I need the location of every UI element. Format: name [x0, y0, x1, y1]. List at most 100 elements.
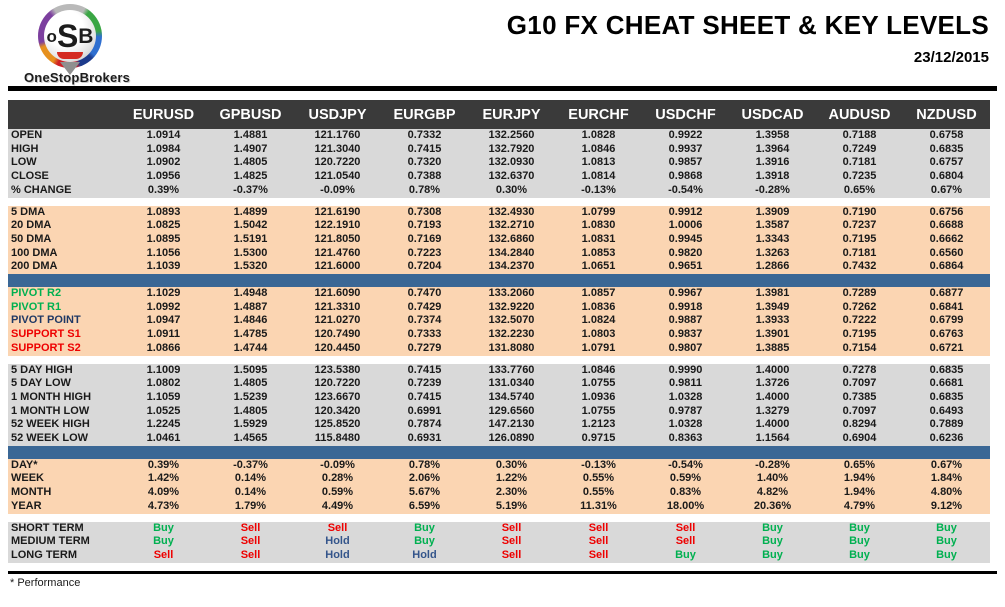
value-cell: 0.30%	[468, 458, 555, 473]
value-cell: 120.7220	[294, 156, 381, 171]
value-cell: 0.6931	[381, 432, 468, 446]
table-row-1-month-high: 1 MONTH HIGH 1.1059 1.5239 123.6670 0.7415 13…	[8, 390, 990, 405]
column-header-row: EURUSD GPBUSD USDJPY EURGBP EURJPY EURCHF USDC…	[8, 100, 990, 129]
signal-cell: Sell	[207, 548, 294, 563]
table-row-5-dma: 5 DMA 1.0893 1.4899 121.6190 0.7308 132.4930 1…	[8, 205, 990, 220]
signal-cell: Buy	[903, 521, 990, 536]
value-cell: 121.4760	[294, 246, 381, 261]
value-cell: 20.36%	[729, 499, 816, 514]
row-label: DAY*	[8, 458, 120, 473]
value-cell: 0.6763	[903, 328, 990, 342]
value-cell: 122.1910	[294, 219, 381, 233]
value-cell: 0.6688	[903, 219, 990, 233]
value-cell: 0.6236	[903, 432, 990, 446]
value-cell: 1.4000	[729, 390, 816, 405]
value-cell: 1.0857	[555, 287, 642, 301]
signal-cell: Sell	[468, 535, 555, 549]
table-row-high: HIGH 1.0984 1.4907 121.3040 0.7415 132.7920 1.…	[8, 142, 990, 157]
row-label: 52 WEEK HIGH	[8, 418, 120, 433]
signal-cell: Buy	[903, 548, 990, 563]
value-cell: 1.4805	[207, 156, 294, 171]
value-cell: 1.0828	[555, 129, 642, 143]
value-cell: 5.67%	[381, 486, 468, 500]
value-cell: 0.9887	[642, 314, 729, 329]
value-cell: 1.3981	[729, 287, 816, 301]
table-row-52-week-low: 52 WEEK LOW 1.0461 1.4565 115.8480 0.6931 126…	[8, 432, 990, 446]
value-cell: 0.7289	[816, 287, 903, 301]
value-cell: 133.7760	[468, 363, 555, 378]
value-cell: 1.3726	[729, 377, 816, 391]
value-cell: 1.3949	[729, 300, 816, 315]
report-date: 23/12/2015	[913, 49, 989, 66]
column-header-gpbusd: GPBUSD	[207, 100, 294, 129]
value-cell: 1.0831	[555, 232, 642, 247]
table-row-week: WEEK 1.42% 0.14% 0.28% 2.06% 1.22% 0.55% 0.59% 1…	[8, 472, 990, 487]
separator-fill	[8, 197, 990, 206]
value-cell: 0.7889	[903, 418, 990, 433]
value-cell: 1.3964	[729, 142, 816, 157]
value-cell: 147.2130	[468, 418, 555, 433]
value-cell: 1.4907	[207, 142, 294, 157]
value-cell: 121.6000	[294, 260, 381, 275]
value-cell: 1.0992	[120, 300, 207, 315]
value-cell: 0.7874	[381, 418, 468, 433]
section-separator-gap	[8, 197, 990, 206]
value-cell: 0.6835	[903, 390, 990, 405]
value-cell: 0.67%	[903, 183, 990, 198]
row-label: 1 MONTH HIGH	[8, 390, 120, 405]
column-header-eurchf: EURCHF	[555, 100, 642, 129]
value-cell: -0.09%	[294, 458, 381, 473]
row-label: 5 DAY HIGH	[8, 363, 120, 378]
value-cell: 1.5320	[207, 260, 294, 275]
value-cell: 1.0853	[555, 246, 642, 261]
row-label: 100 DMA	[8, 246, 120, 261]
value-cell: 0.39%	[120, 458, 207, 473]
value-cell: 134.2840	[468, 246, 555, 261]
value-cell: 0.6877	[903, 287, 990, 301]
value-cell: 0.7333	[381, 328, 468, 342]
value-cell: 1.3885	[729, 341, 816, 356]
value-cell: 11.31%	[555, 499, 642, 514]
value-cell: 1.4887	[207, 300, 294, 315]
value-cell: 0.14%	[207, 486, 294, 500]
value-cell: 121.6190	[294, 205, 381, 220]
value-cell: 0.7188	[816, 129, 903, 143]
value-cell: 123.5380	[294, 363, 381, 378]
value-cell: 1.0846	[555, 363, 642, 378]
value-cell: 0.7181	[816, 246, 903, 261]
value-cell: 0.6493	[903, 404, 990, 419]
value-cell: 132.7920	[468, 142, 555, 157]
column-header-usdcad: USDCAD	[729, 100, 816, 129]
value-cell: 1.5300	[207, 246, 294, 261]
value-cell: 4.79%	[816, 499, 903, 514]
value-cell: 0.7097	[816, 377, 903, 391]
value-cell: -0.13%	[555, 183, 642, 198]
value-cell: 1.40%	[729, 472, 816, 487]
value-cell: 0.8363	[642, 432, 729, 446]
signal-cell: Buy	[120, 521, 207, 536]
value-cell: 0.7308	[381, 205, 468, 220]
value-cell: 1.3916	[729, 156, 816, 171]
value-cell: 0.55%	[555, 486, 642, 500]
value-cell: 1.0525	[120, 404, 207, 419]
value-cell: 120.7220	[294, 377, 381, 391]
value-cell: 1.3587	[729, 219, 816, 233]
signal-cell: Sell	[642, 535, 729, 549]
row-label: YEAR	[8, 499, 120, 514]
row-label: 20 DMA	[8, 219, 120, 233]
logo-letter-o: o	[46, 26, 57, 46]
value-cell: 1.42%	[120, 472, 207, 487]
value-cell: 1.4881	[207, 129, 294, 143]
value-cell: 0.7239	[381, 377, 468, 391]
footer-divider	[8, 570, 997, 574]
logo-letter-b: B	[78, 24, 94, 48]
value-cell: -0.28%	[729, 458, 816, 473]
value-cell: -0.37%	[207, 458, 294, 473]
value-cell: 1.1029	[120, 287, 207, 301]
table-row-200-dma: 200 DMA 1.1039 1.5320 121.6000 0.7204 134.237…	[8, 260, 990, 275]
value-cell: 0.9922	[642, 129, 729, 143]
value-cell: 0.7470	[381, 287, 468, 301]
value-cell: 1.0836	[555, 300, 642, 315]
value-cell: 1.3263	[729, 246, 816, 261]
table-row-pivot-r1: PIVOT R1 1.0992 1.4887 121.3310 0.7429 132.92…	[8, 300, 990, 315]
